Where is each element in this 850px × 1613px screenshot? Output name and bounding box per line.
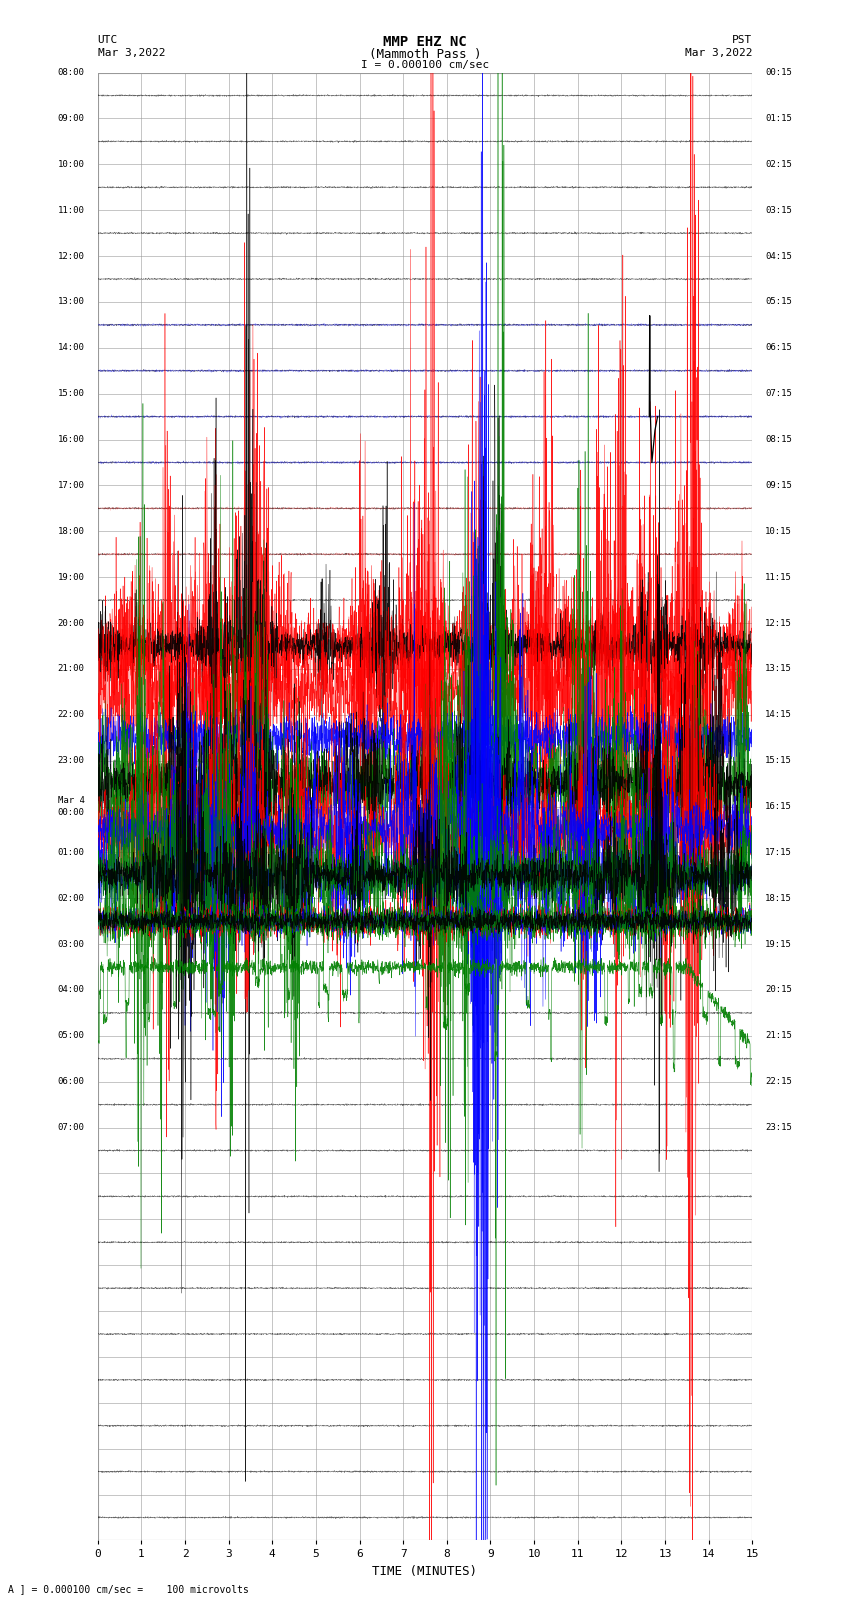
Text: 12:00: 12:00 [58, 252, 85, 261]
Text: 11:15: 11:15 [765, 573, 792, 582]
Text: 19:00: 19:00 [58, 573, 85, 582]
Text: 22:15: 22:15 [765, 1077, 792, 1086]
X-axis label: TIME (MINUTES): TIME (MINUTES) [372, 1565, 478, 1578]
Text: 19:15: 19:15 [765, 940, 792, 948]
Text: PST: PST [732, 35, 752, 45]
Text: (Mammoth Pass ): (Mammoth Pass ) [369, 48, 481, 61]
Text: 20:15: 20:15 [765, 986, 792, 995]
Text: UTC: UTC [98, 35, 118, 45]
Text: 12:15: 12:15 [765, 618, 792, 627]
Text: 06:00: 06:00 [58, 1077, 85, 1086]
Text: 03:15: 03:15 [765, 206, 792, 215]
Text: 18:00: 18:00 [58, 527, 85, 536]
Text: 06:15: 06:15 [765, 344, 792, 352]
Text: 00:15: 00:15 [765, 68, 792, 77]
Text: 02:15: 02:15 [765, 160, 792, 169]
Text: 16:00: 16:00 [58, 436, 85, 444]
Text: 05:15: 05:15 [765, 297, 792, 306]
Text: Mar 3,2022: Mar 3,2022 [98, 48, 165, 58]
Text: 21:00: 21:00 [58, 665, 85, 673]
Text: 22:00: 22:00 [58, 710, 85, 719]
Text: A ] = 0.000100 cm/sec =    100 microvolts: A ] = 0.000100 cm/sec = 100 microvolts [8, 1584, 249, 1594]
Text: 05:00: 05:00 [58, 1031, 85, 1040]
Text: 15:15: 15:15 [765, 756, 792, 765]
Text: 16:15: 16:15 [765, 802, 792, 811]
Text: Mar 3,2022: Mar 3,2022 [685, 48, 752, 58]
Text: 04:00: 04:00 [58, 986, 85, 995]
Text: 10:00: 10:00 [58, 160, 85, 169]
Text: 20:00: 20:00 [58, 618, 85, 627]
Text: 13:15: 13:15 [765, 665, 792, 673]
Text: I = 0.000100 cm/sec: I = 0.000100 cm/sec [361, 60, 489, 69]
Text: 02:00: 02:00 [58, 894, 85, 903]
Text: 03:00: 03:00 [58, 940, 85, 948]
Text: MMP EHZ NC: MMP EHZ NC [383, 35, 467, 50]
Text: 17:00: 17:00 [58, 481, 85, 490]
Text: 17:15: 17:15 [765, 848, 792, 857]
Text: 14:15: 14:15 [765, 710, 792, 719]
Text: 09:00: 09:00 [58, 115, 85, 123]
Text: 00:00: 00:00 [58, 808, 85, 816]
Text: 15:00: 15:00 [58, 389, 85, 398]
Text: 18:15: 18:15 [765, 894, 792, 903]
Text: 13:00: 13:00 [58, 297, 85, 306]
Text: 21:15: 21:15 [765, 1031, 792, 1040]
Text: 08:15: 08:15 [765, 436, 792, 444]
Text: 01:15: 01:15 [765, 115, 792, 123]
Text: 01:00: 01:00 [58, 848, 85, 857]
Text: Mar 4: Mar 4 [58, 797, 85, 805]
Text: 09:15: 09:15 [765, 481, 792, 490]
Text: 10:15: 10:15 [765, 527, 792, 536]
Text: 23:15: 23:15 [765, 1123, 792, 1132]
Text: 11:00: 11:00 [58, 206, 85, 215]
Text: 07:00: 07:00 [58, 1123, 85, 1132]
Text: 08:00: 08:00 [58, 68, 85, 77]
Text: 23:00: 23:00 [58, 756, 85, 765]
Text: 07:15: 07:15 [765, 389, 792, 398]
Text: 04:15: 04:15 [765, 252, 792, 261]
Text: 14:00: 14:00 [58, 344, 85, 352]
